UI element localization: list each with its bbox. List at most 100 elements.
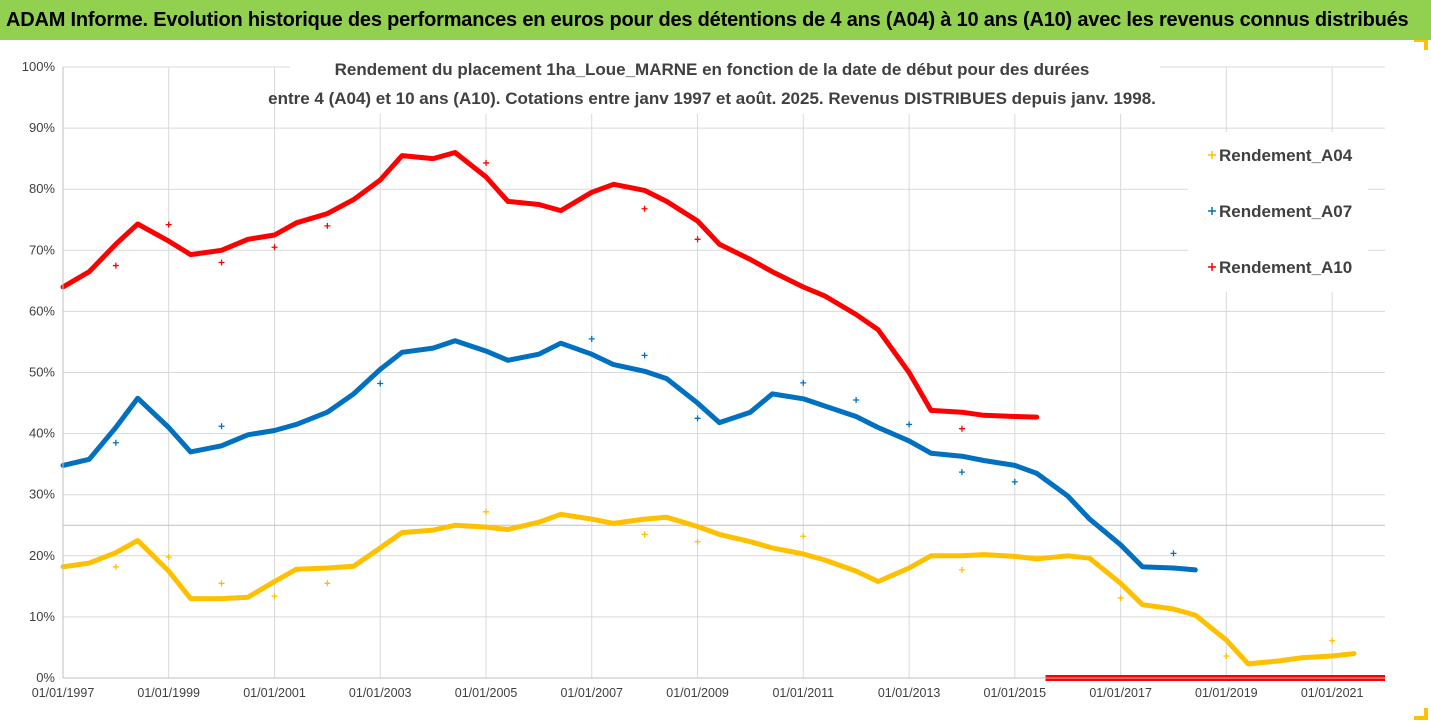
y-tick-label: 50% xyxy=(29,365,55,380)
data-point xyxy=(960,455,964,458)
outlier-point xyxy=(1170,550,1177,557)
outlier-point xyxy=(112,563,119,570)
data-point xyxy=(537,520,541,524)
y-tick-label: 90% xyxy=(29,120,55,135)
data-point xyxy=(718,421,721,424)
data-point xyxy=(696,219,699,223)
yield-chart: 0% 10% 20% 30% 40% 50% 60% 70% 80% 90% 100% 01/01/… xyxy=(22,40,1428,720)
y-tick-label: 20% xyxy=(29,548,55,563)
corner-mark-top-right xyxy=(1414,40,1428,50)
legend-marker xyxy=(1208,207,1216,215)
report-banner: ADAM Informe. Evolution historique des p… xyxy=(0,0,1431,40)
data-point xyxy=(802,552,805,556)
data-point xyxy=(431,528,435,532)
x-tick-label: 01/01/2005 xyxy=(455,686,518,700)
outlier-point xyxy=(588,335,595,342)
data-point xyxy=(273,580,276,583)
data-point xyxy=(718,533,721,536)
x-tick-label: 01/01/2017 xyxy=(1089,686,1152,700)
data-point xyxy=(559,513,562,516)
x-tick-label: 01/01/2015 xyxy=(984,686,1047,700)
y-tick-label: 10% xyxy=(29,609,55,624)
data-point xyxy=(590,517,593,521)
data-point xyxy=(665,377,668,380)
y-tick-label: 80% xyxy=(29,181,55,196)
data-point xyxy=(1066,554,1069,557)
data-point xyxy=(136,539,139,542)
data-point xyxy=(1194,568,1197,572)
outlier-point xyxy=(218,259,225,266)
data-point xyxy=(559,341,562,345)
data-point xyxy=(1172,566,1175,570)
data-point xyxy=(273,429,276,432)
data-point xyxy=(1013,415,1016,418)
data-point xyxy=(907,371,911,374)
data-point xyxy=(295,568,298,571)
data-point xyxy=(696,525,699,528)
data-point xyxy=(326,411,329,414)
data-point xyxy=(379,178,382,182)
data-point xyxy=(590,352,593,356)
data-point xyxy=(1066,494,1069,498)
data-point xyxy=(643,189,646,192)
outlier-point xyxy=(641,352,648,359)
chart-title-line-2: entre 4 (A04) et 10 ans (A10). Cotations… xyxy=(268,89,1156,108)
series-line xyxy=(60,511,1357,667)
chart-title: Rendement du placement 1ha_Loue_MARNE en… xyxy=(268,52,1160,114)
chart-title-bg xyxy=(290,52,1160,114)
outlier-point xyxy=(641,531,648,538)
data-point xyxy=(431,157,435,160)
data-point xyxy=(802,285,805,289)
data-point xyxy=(506,200,510,203)
data-point xyxy=(907,439,911,443)
data-point xyxy=(1088,557,1091,560)
outlier-point xyxy=(165,221,172,228)
data-point xyxy=(1035,415,1038,419)
outlier-point xyxy=(1117,594,1124,601)
data-point xyxy=(1277,659,1281,663)
series-line xyxy=(60,338,1198,573)
data-point xyxy=(823,558,827,562)
data-point xyxy=(537,352,541,356)
outlier-point xyxy=(694,538,701,545)
data-point xyxy=(1013,464,1016,467)
data-point xyxy=(1299,656,1303,660)
outlier-point xyxy=(958,566,965,573)
data-point xyxy=(1172,607,1175,611)
data-point xyxy=(876,328,880,331)
y-tick-label: 60% xyxy=(29,303,55,318)
x-tick-label: 01/01/2011 xyxy=(772,686,834,700)
outlier-point xyxy=(1011,478,1018,485)
data-point xyxy=(453,524,457,527)
data-point xyxy=(590,191,593,194)
data-point xyxy=(484,349,488,353)
data-point xyxy=(749,258,752,261)
series-Rendement_A04 xyxy=(60,508,1357,667)
x-tick-label: 01/01/2021 xyxy=(1301,686,1364,700)
data-point xyxy=(771,270,774,273)
data-point xyxy=(114,242,118,246)
data-point xyxy=(1035,472,1038,475)
data-point xyxy=(929,554,933,557)
data-point xyxy=(295,221,298,225)
x-tick-label: 01/01/2007 xyxy=(560,686,623,700)
data-point xyxy=(220,597,223,600)
data-point xyxy=(771,546,774,550)
outlier-point xyxy=(1223,653,1230,660)
corner-mark-bottom-right xyxy=(1414,708,1428,720)
data-point xyxy=(982,414,986,417)
data-point xyxy=(749,540,752,543)
y-tick-label: 40% xyxy=(29,426,55,441)
legend: Rendement_A04 Rendement_A07 Rendement_A10 xyxy=(1188,132,1368,292)
data-point xyxy=(246,238,250,241)
data-point xyxy=(295,423,298,426)
data-point xyxy=(876,426,880,429)
outlier-point xyxy=(800,533,807,540)
outlier-point xyxy=(641,205,648,212)
outlier-point xyxy=(271,244,278,251)
data-point xyxy=(167,569,170,573)
outlier-point xyxy=(694,415,701,422)
data-point xyxy=(1141,603,1144,606)
data-point xyxy=(326,212,329,215)
data-point xyxy=(246,596,250,599)
